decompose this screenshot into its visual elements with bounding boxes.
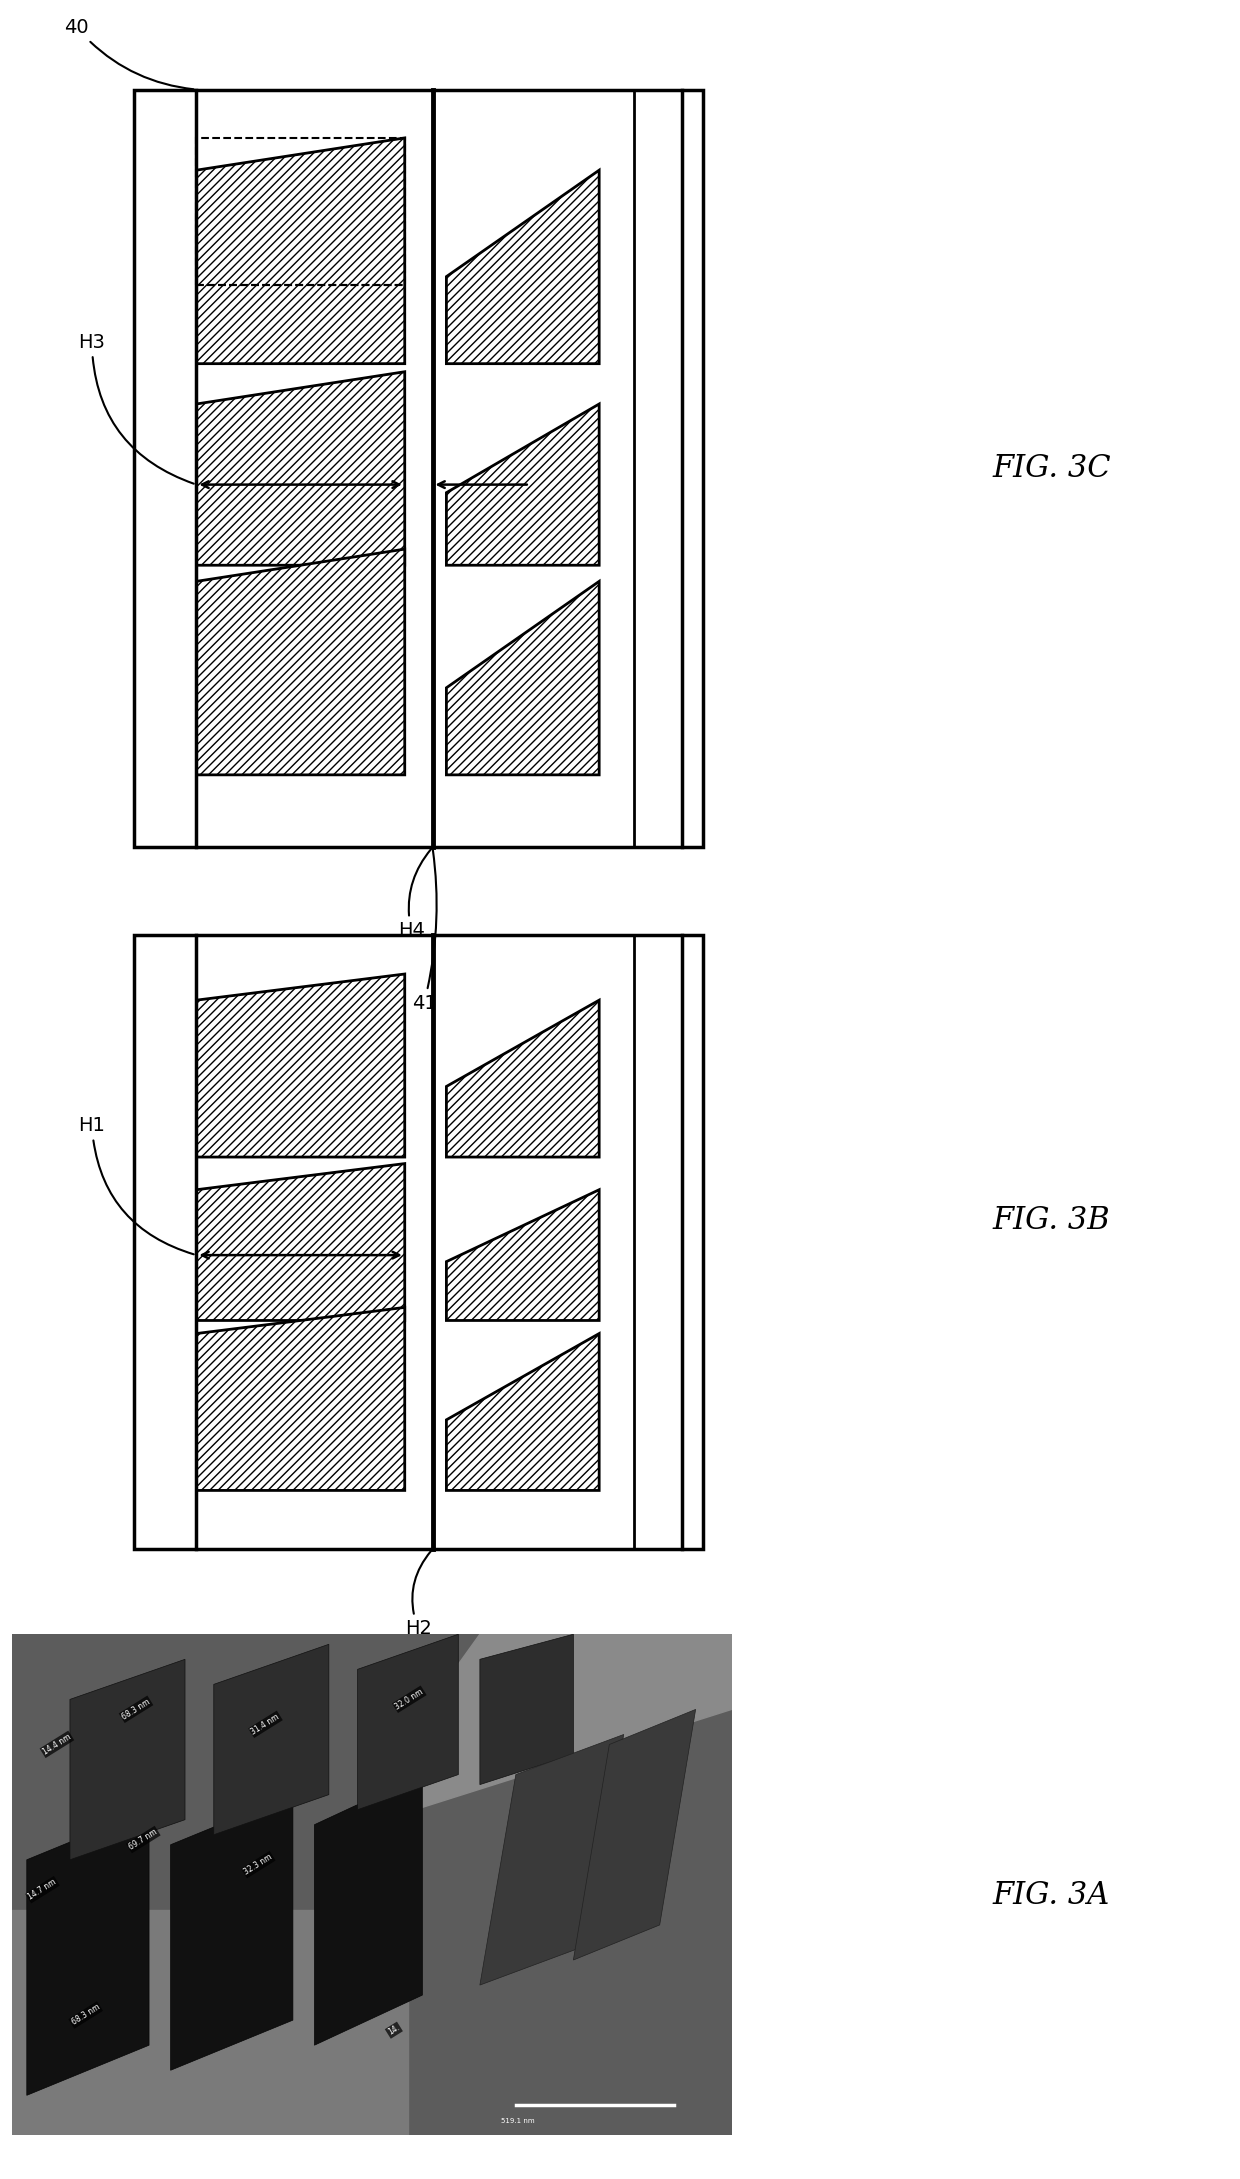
Text: H2: H2 — [404, 1551, 432, 1639]
Text: 31.4 nm: 31.4 nm — [249, 1713, 281, 1737]
Text: H1: H1 — [78, 1116, 193, 1255]
Text: FIG. 3C: FIG. 3C — [992, 453, 1111, 484]
Polygon shape — [446, 1000, 599, 1157]
Text: 32.3 nm: 32.3 nm — [243, 1852, 274, 1876]
Text: H4: H4 — [398, 850, 430, 939]
Polygon shape — [357, 1634, 459, 1809]
Text: FIG. 3A: FIG. 3A — [992, 1880, 1110, 1911]
Text: 40: 40 — [64, 17, 193, 89]
Polygon shape — [171, 1795, 293, 2070]
Polygon shape — [315, 1774, 423, 2046]
Bar — [134, 89, 703, 848]
Text: 68.3 nm: 68.3 nm — [69, 2003, 102, 2026]
Bar — [196, 137, 404, 285]
Polygon shape — [213, 1645, 329, 1835]
Polygon shape — [446, 582, 599, 776]
Polygon shape — [480, 1634, 573, 1785]
Text: 69.7 nm: 69.7 nm — [128, 1828, 159, 1852]
Polygon shape — [196, 137, 404, 364]
Text: H3: H3 — [78, 333, 193, 484]
Polygon shape — [69, 1660, 185, 1861]
Text: 14.4 nm: 14.4 nm — [41, 1732, 73, 1756]
Polygon shape — [573, 1708, 696, 1961]
Text: 519.1 nm: 519.1 nm — [501, 2118, 536, 2125]
Polygon shape — [336, 1634, 732, 1835]
Polygon shape — [480, 1734, 624, 1985]
Polygon shape — [196, 373, 404, 564]
Bar — [134, 935, 703, 1549]
Polygon shape — [196, 974, 404, 1157]
Text: 14.: 14. — [387, 2022, 402, 2037]
Text: 32.0 nm: 32.0 nm — [393, 1687, 425, 1711]
Polygon shape — [27, 1809, 149, 2096]
Polygon shape — [446, 170, 599, 364]
Polygon shape — [446, 1190, 599, 1320]
Polygon shape — [446, 403, 599, 564]
Polygon shape — [196, 1307, 404, 1490]
Polygon shape — [446, 1334, 599, 1490]
Polygon shape — [196, 1164, 404, 1320]
Polygon shape — [196, 549, 404, 776]
Text: 14.7 nm: 14.7 nm — [27, 1878, 58, 1902]
Text: FIG. 3B: FIG. 3B — [992, 1205, 1110, 1235]
Polygon shape — [12, 1909, 408, 2135]
Text: 68.3 nm: 68.3 nm — [120, 1697, 151, 1721]
Text: 41: 41 — [412, 850, 436, 1013]
